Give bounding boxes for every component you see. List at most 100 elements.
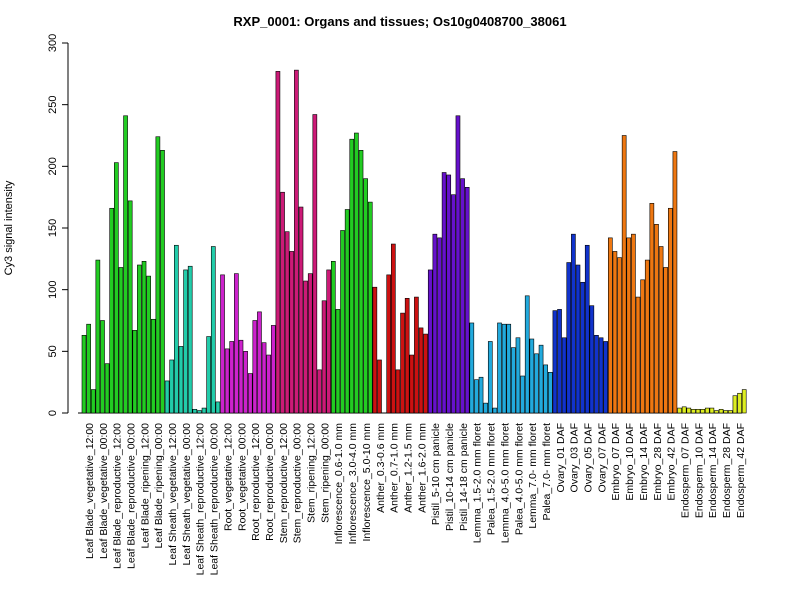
bar: [681, 406, 687, 414]
bar: [238, 339, 244, 414]
bar: [423, 333, 428, 414]
bar: [714, 410, 719, 414]
x-category-label: Ovary_05 DAF: [583, 423, 595, 492]
bar: [160, 150, 165, 414]
bar: [90, 389, 96, 414]
bar: [617, 257, 622, 414]
bar: [520, 375, 525, 414]
x-category-label: Leaf Sheath_reproductive_00:00: [209, 423, 221, 576]
x-category-label: Embryo_42 DAF: [666, 423, 678, 501]
bar-group: [511, 337, 525, 414]
bar: [100, 320, 105, 414]
bar: [266, 354, 271, 414]
bar: [210, 246, 216, 414]
bar-group: [732, 389, 747, 414]
bar-group: [649, 203, 664, 414]
bar: [460, 178, 465, 414]
x-category-label: Palea_1.5-2.0 mm floret: [486, 423, 498, 535]
bar: [631, 233, 636, 414]
x-category-label: Inflorescence_5.0-10 mm: [361, 423, 373, 542]
bar: [317, 369, 322, 414]
bar-group: [386, 243, 401, 414]
bar-group: [206, 246, 221, 414]
bar: [607, 237, 613, 414]
bar: [566, 262, 572, 414]
y-tick-label: 100: [47, 280, 59, 298]
x-category-label: Anther_1.2-1.5 mm: [402, 423, 414, 513]
bar: [672, 151, 678, 414]
bar: [543, 364, 548, 414]
bar-group: [220, 274, 235, 414]
x-category-label: Embryo_14 DAF: [638, 423, 650, 501]
bar: [109, 207, 115, 414]
bar: [174, 244, 179, 414]
bar: [487, 341, 493, 414]
bar: [732, 395, 738, 414]
x-category-label: Root_vegetative_12:00: [222, 423, 234, 531]
bar-group: [247, 311, 262, 414]
bar: [257, 311, 262, 414]
bar: [298, 206, 304, 414]
bar: [183, 269, 188, 414]
x-category-label: Leaf Blade_vegetative_12:00: [84, 423, 96, 559]
bar-group: [261, 325, 276, 414]
bar-group: [109, 162, 124, 414]
bar: [252, 320, 258, 414]
x-category-label: Root_vegetative_00:00: [236, 423, 248, 531]
bar: [557, 309, 562, 414]
bar-group: [192, 407, 207, 414]
bar: [404, 297, 410, 414]
bar: [686, 407, 692, 414]
x-category-label: Anther_0.7-1.0 mm: [389, 423, 401, 513]
bar: [709, 407, 715, 414]
bar: [446, 174, 452, 414]
bar: [294, 69, 299, 414]
bar: [335, 309, 341, 414]
bar: [164, 380, 170, 414]
bar-group: [164, 244, 179, 414]
bar: [723, 410, 729, 414]
bar: [247, 373, 253, 414]
y-tick-label: 250: [47, 95, 59, 113]
bar: [547, 371, 553, 414]
bar-group: [137, 260, 151, 414]
bar-group: [441, 172, 456, 414]
bar: [700, 408, 705, 414]
x-category-label: Leaf Sheath_vegetative_12:00: [167, 423, 179, 566]
bar-group: [704, 407, 719, 414]
bar: [474, 379, 479, 414]
bar: [575, 264, 581, 414]
bar: [441, 172, 447, 414]
x-category-label: Endosperm_10 DAF: [693, 423, 705, 518]
bar: [409, 354, 415, 414]
bar: [529, 338, 535, 414]
bar: [340, 230, 345, 414]
bar: [478, 376, 484, 414]
x-category-label: Embryo_28 DAF: [652, 423, 664, 501]
bar-group: [718, 408, 733, 414]
bar: [114, 162, 119, 414]
x-category-label: Inflorescence_3.0-4.0 mm: [347, 423, 359, 545]
bar: [386, 274, 392, 414]
x-category-label: Embryo_07 DAF: [610, 423, 622, 501]
bar: [654, 224, 659, 414]
bar: [552, 310, 558, 414]
x-category-label: Inflorescence_0.6-1.0 mm: [333, 423, 345, 545]
bar: [649, 203, 655, 414]
bar: [455, 115, 461, 414]
bar: [621, 135, 627, 414]
bar: [312, 114, 318, 414]
y-axis-label: Cy3 signal intensity: [3, 180, 15, 275]
bar: [501, 323, 507, 414]
bar-group: [317, 269, 331, 414]
bar-group: [234, 273, 248, 414]
bar-group: [150, 136, 165, 414]
x-category-label: Leaf Sheath_reproductive_12:00: [195, 423, 207, 576]
bar: [571, 233, 576, 414]
x-category-label: Embryo_10 DAF: [624, 423, 636, 501]
y-axis: 0 50 100 150 200 250 300: [47, 34, 69, 416]
bar: [95, 259, 101, 414]
bar: [127, 200, 133, 414]
